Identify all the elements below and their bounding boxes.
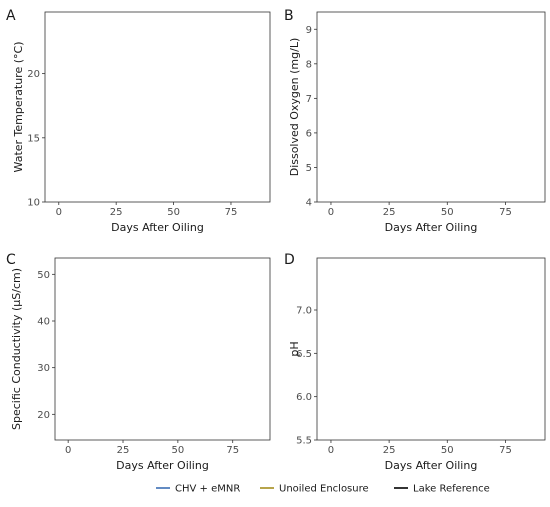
x-tick-label: 75 <box>499 207 512 218</box>
x-tick-label: 75 <box>499 445 512 456</box>
y-axis-title: Dissolved Oxygen (mg/L) <box>288 38 301 177</box>
panel-d: 0 25 50 75 5.5 6.0 6.5 7.0 Days After Oiling pH D <box>284 252 546 472</box>
y-axis-title: Specific Conductivity (µS/cm) <box>10 268 23 430</box>
plot-frame <box>316 11 546 203</box>
legend-label: Lake Reference <box>413 484 490 495</box>
y-tick-label: 30 <box>37 363 50 374</box>
y-tick-label: 40 <box>37 317 50 328</box>
panel-letter: B <box>284 8 294 24</box>
y-tick-label: 9 <box>306 25 312 36</box>
y-axis-title: Water Temperature (°C) <box>12 42 25 173</box>
x-tick-label: 75 <box>226 445 239 456</box>
y-tick-label: 6.5 <box>296 349 312 360</box>
plot-frame <box>316 257 546 441</box>
x-tick-label: 25 <box>110 207 123 218</box>
x-tick-label: 50 <box>171 445 184 456</box>
x-tick-label: 50 <box>441 445 454 456</box>
plot-frame <box>44 11 271 203</box>
x-tick-label: 0 <box>65 445 71 456</box>
y-tick-label: 5.5 <box>296 436 312 447</box>
x-axis-title: Days After Oiling <box>385 221 478 234</box>
y-tick-label: 6.0 <box>296 392 312 403</box>
y-tick-label: 50 <box>37 270 50 281</box>
x-tick-label: 0 <box>56 207 62 218</box>
x-axis-title: Days After Oiling <box>116 459 209 472</box>
legend: CHV + eMNR Unoiled Enclosure Lake Referenc… <box>156 484 490 495</box>
x-tick-label: 25 <box>117 445 130 456</box>
panel-a: 0 25 50 75 10 15 20 Days After Oiling Water Temp… <box>6 8 271 234</box>
x-tick-label: 0 <box>328 207 334 218</box>
y-tick-label: 6 <box>306 128 312 139</box>
legend-item-lake-reference: Lake Reference <box>394 484 490 495</box>
legend-item-unoiled-enclosure: Unoiled Enclosure <box>260 484 369 495</box>
x-axis-title: Days After Oiling <box>385 459 478 472</box>
plot-frame <box>54 257 271 441</box>
y-tick-label: 7 <box>306 94 312 105</box>
panel-b: 0 25 50 75 4 5 6 7 8 9 Days After Oiling Dissolved … <box>284 8 546 234</box>
y-axis-title: pH <box>288 341 301 356</box>
panel-letter: D <box>284 252 295 268</box>
y-tick-label: 20 <box>27 69 40 80</box>
x-tick-label: 50 <box>167 207 180 218</box>
x-tick-label: 50 <box>441 207 454 218</box>
panel-c: 0 25 50 75 20 30 40 50 Days After Oiling Specific… <box>6 252 271 472</box>
y-tick-label: 7.0 <box>296 306 312 317</box>
y-tick-label: 5 <box>306 163 312 174</box>
panel-letter: A <box>6 8 16 24</box>
legend-item-chv-emnr: CHV + eMNR <box>156 484 240 495</box>
y-tick-label: 4 <box>306 198 312 209</box>
y-tick-label: 20 <box>37 410 50 421</box>
legend-label: CHV + eMNR <box>175 484 240 495</box>
y-tick-label: 15 <box>27 133 40 144</box>
panel-letter: C <box>6 252 16 268</box>
y-tick-label: 10 <box>27 198 40 209</box>
y-tick-label: 8 <box>306 59 312 70</box>
x-tick-label: 0 <box>328 445 334 456</box>
x-axis-title: Days After Oiling <box>111 221 204 234</box>
legend-label: Unoiled Enclosure <box>279 484 369 495</box>
x-tick-label: 75 <box>225 207 238 218</box>
x-tick-label: 25 <box>383 445 396 456</box>
x-tick-label: 25 <box>383 207 396 218</box>
